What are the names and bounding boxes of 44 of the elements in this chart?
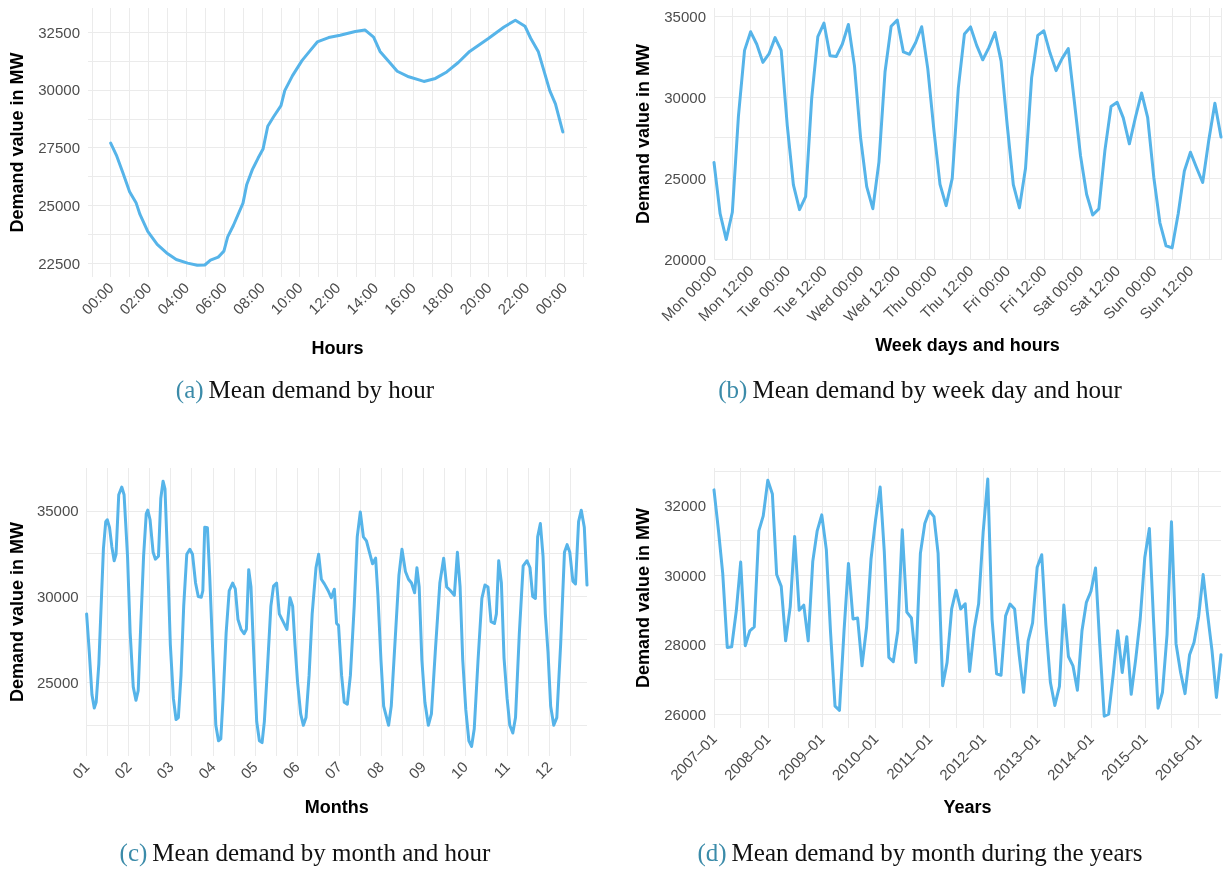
x-axis-title: Hours <box>311 338 364 358</box>
y-tick-label: 30000 <box>664 88 706 106</box>
x-tick-label: 09 <box>405 757 430 782</box>
y-tick-label: 25000 <box>36 673 79 691</box>
x-tick-label: 02 <box>110 757 135 782</box>
line-series <box>712 477 1223 718</box>
y-tick-label: 30000 <box>36 588 79 606</box>
x-axis-title: Months <box>304 797 369 817</box>
x-tick-label: 01 <box>68 757 93 782</box>
y-tick-label: 28000 <box>664 636 706 654</box>
y-tick-label: 32000 <box>664 497 706 515</box>
y-axis-title: Demand value in MW <box>7 521 27 703</box>
y-tick-label: 26000 <box>664 705 706 723</box>
line-series <box>109 18 565 267</box>
x-tick-label: 12 <box>531 757 556 782</box>
y-tick-label: 30000 <box>38 81 80 99</box>
y-tick-label: 22500 <box>38 254 80 272</box>
x-axis-title: Years <box>943 797 992 817</box>
x-tick-label: 10 <box>447 757 472 782</box>
line-series <box>85 479 589 748</box>
y-axis-title: Demand value in MW <box>633 43 653 225</box>
x-tick-label: 11 <box>490 757 514 782</box>
x-axis-title: Week days and hours <box>875 335 1060 355</box>
x-tick-label: 05 <box>237 757 261 782</box>
x-tick-label: 06 <box>279 757 303 782</box>
y-tick-label: 25000 <box>38 196 80 214</box>
text: (c) Mean demand by month and hour <box>119 839 492 867</box>
x-tick-label: 07 <box>321 757 345 782</box>
text: (b) Mean demand by week day and hour <box>718 376 1123 404</box>
line-series <box>712 18 1223 250</box>
y-tick-label: 30000 <box>664 566 706 584</box>
y-tick-label: 32500 <box>38 23 80 41</box>
y-tick-label: 35000 <box>36 502 79 520</box>
y-tick-label: 35000 <box>664 7 706 25</box>
y-tick-label: 25000 <box>664 169 706 187</box>
text: (a) Mean demand by hour <box>175 376 435 404</box>
x-tick-label: 04 <box>194 757 219 782</box>
y-tick-label: 20000 <box>664 250 706 268</box>
x-tick-label: 08 <box>363 757 387 782</box>
y-axis-title: Demand value in MW <box>633 507 653 689</box>
y-axis-title: Demand value in MW <box>7 52 27 233</box>
x-tick-label: 03 <box>152 757 177 782</box>
y-tick-label: 27500 <box>38 139 80 157</box>
text: (d) Mean demand by month during the years <box>697 839 1143 867</box>
